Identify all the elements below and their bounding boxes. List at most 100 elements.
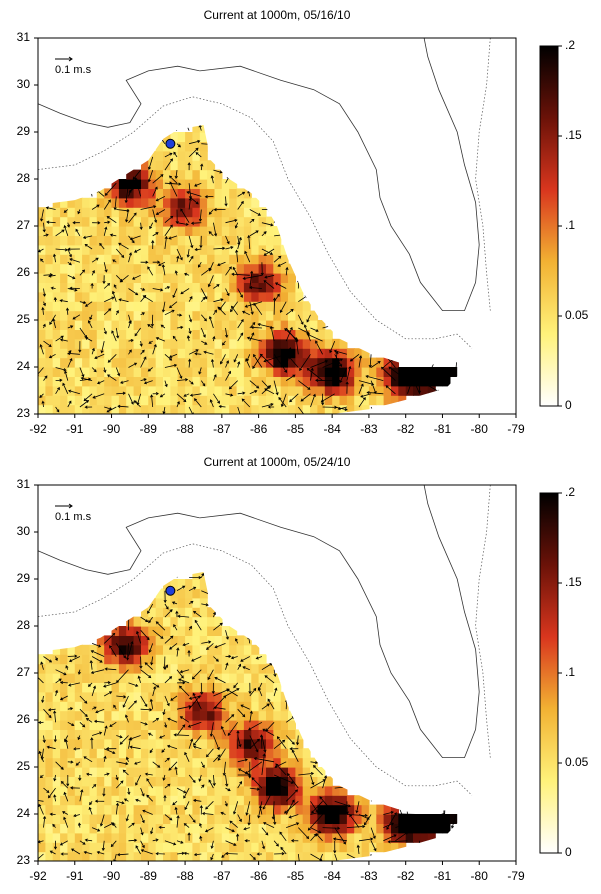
velocity-arrow <box>188 235 194 249</box>
speed-cell <box>126 404 135 414</box>
speed-cell <box>148 348 157 359</box>
velocity-arrow <box>321 393 325 406</box>
speed-cell <box>214 682 223 693</box>
speed-cell <box>243 710 252 721</box>
speed-cell <box>60 338 69 349</box>
speed-cell <box>288 310 296 321</box>
speed-cell <box>185 701 194 712</box>
speed-cell <box>192 673 201 683</box>
speed-cell <box>368 385 377 396</box>
speed-cell <box>236 767 245 777</box>
speed-cell <box>155 597 164 608</box>
speed-cell <box>273 404 282 414</box>
speed-cell <box>126 320 135 330</box>
speed-cell <box>74 216 83 227</box>
velocity-arrow <box>176 400 180 408</box>
velocity-arrow <box>164 783 171 789</box>
speed-cell <box>236 785 245 796</box>
speed-cell <box>67 244 76 255</box>
speed-cell <box>199 254 208 265</box>
speed-cell <box>133 338 142 349</box>
speed-cell <box>155 244 164 255</box>
speed-cell <box>163 404 171 414</box>
velocity-arrow <box>112 822 117 828</box>
speed-cell <box>236 663 245 674</box>
speed-cell <box>141 197 149 208</box>
velocity-arrow <box>213 208 226 212</box>
speed-cell <box>199 804 208 815</box>
speed-cell <box>280 720 289 730</box>
velocity-arrow <box>193 852 202 857</box>
speed-cell <box>236 814 245 824</box>
velocity-arrow <box>220 354 226 365</box>
speed-cell <box>251 691 260 702</box>
speed-cell <box>60 691 69 702</box>
speed-cell <box>170 804 179 815</box>
velocity-arrow <box>188 183 193 200</box>
speed-cell <box>148 291 157 302</box>
speed-cell <box>280 320 289 330</box>
speed-cell <box>170 338 179 349</box>
speed-cell <box>185 626 194 636</box>
speed-cell <box>52 644 61 655</box>
speed-cell <box>207 404 216 414</box>
velocity-arrow <box>252 354 263 369</box>
velocity-arrow <box>49 314 56 325</box>
speed-cell <box>435 367 444 377</box>
velocity-arrow <box>127 788 131 795</box>
speed-cell <box>229 701 238 712</box>
speed-cell <box>324 814 333 824</box>
speed-cell <box>207 179 216 189</box>
speed-cell <box>199 767 208 777</box>
velocity-arrow <box>118 298 129 303</box>
speed-cell <box>155 776 164 787</box>
speed-cell <box>60 767 69 777</box>
velocity-arrow <box>67 707 74 711</box>
velocity-arrow <box>79 708 88 718</box>
velocity-arrow <box>203 350 214 355</box>
speed-cell <box>199 842 208 853</box>
speed-cell <box>38 376 46 387</box>
velocity-arrow <box>135 845 141 855</box>
speed-cell <box>118 338 127 349</box>
speed-cell <box>155 291 164 302</box>
speed-cell <box>214 616 223 627</box>
velocity-arrow <box>249 390 258 395</box>
speed-cell <box>82 244 91 255</box>
velocity-arrow <box>230 656 238 660</box>
velocity-arrow <box>116 780 124 789</box>
x-tick-label: -88 <box>176 869 194 883</box>
speed-cell <box>288 329 296 340</box>
speed-cell <box>141 710 149 721</box>
speed-cell <box>221 291 230 302</box>
speed-cell <box>170 160 179 171</box>
speed-cell <box>221 710 230 721</box>
speed-cell <box>339 795 348 806</box>
speed-cell <box>236 776 245 787</box>
speed-cell <box>118 767 127 777</box>
velocity-arrow <box>83 756 93 763</box>
velocity-arrow <box>148 643 154 653</box>
speed-cell <box>155 197 164 208</box>
speed-cell <box>141 814 149 824</box>
speed-cell <box>339 338 348 349</box>
speed-cell <box>155 367 164 377</box>
speed-cell <box>67 832 76 843</box>
speed-cell <box>207 644 216 655</box>
speed-cell <box>82 644 91 655</box>
velocity-arrow <box>79 301 87 305</box>
speed-cell <box>74 804 83 815</box>
speed-cell <box>45 216 54 227</box>
speed-cell <box>118 235 127 246</box>
current-map <box>34 484 562 865</box>
speed-cell <box>339 804 348 815</box>
speed-cell <box>45 244 54 255</box>
speed-cell <box>280 254 289 265</box>
velocity-arrow <box>188 625 192 631</box>
speed-cell <box>214 385 223 396</box>
speed-cell <box>111 748 120 759</box>
speed-cell <box>118 673 127 683</box>
speed-cell <box>148 776 157 787</box>
x-tick-label: -84 <box>323 869 341 883</box>
velocity-arrow <box>152 761 161 768</box>
